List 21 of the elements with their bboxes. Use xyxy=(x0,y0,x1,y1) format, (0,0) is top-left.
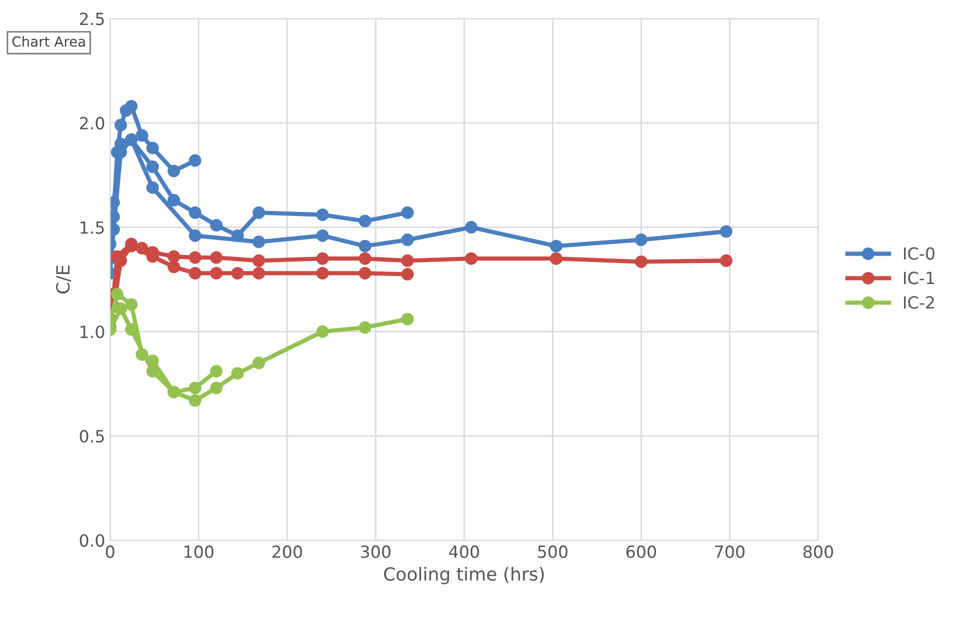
x-tick-label: 800 xyxy=(803,545,833,558)
y-tick-label: 2.5 xyxy=(80,12,104,26)
x-tick-label: 700 xyxy=(715,545,744,558)
text: Chart Area xyxy=(12,36,85,47)
y-tick-label: 0.5 xyxy=(80,430,104,443)
x-tick-label: 100 xyxy=(184,545,214,558)
x-tick-label: 500 xyxy=(538,545,568,558)
x-tick-label: 400 xyxy=(449,545,479,558)
y-axis-title: C/E xyxy=(56,266,72,294)
y-tick-label: 2.0 xyxy=(80,116,104,130)
y-tick-label: 1.5 xyxy=(80,221,104,234)
y-tick-label: 0.0 xyxy=(80,534,104,547)
x-axis-title: Cooling time (hrs) xyxy=(384,566,544,584)
y-tick-label: 1.0 xyxy=(80,326,104,338)
x-tick-label: 600 xyxy=(626,545,656,558)
x-tick-label: 0 xyxy=(106,545,114,558)
legend-label: IC-1 xyxy=(904,272,934,284)
x-tick-label: 300 xyxy=(361,545,390,558)
legend-label: IC-0 xyxy=(904,247,934,260)
x-tick-label: 200 xyxy=(272,545,302,558)
legend-label: IC-2 xyxy=(904,296,934,309)
